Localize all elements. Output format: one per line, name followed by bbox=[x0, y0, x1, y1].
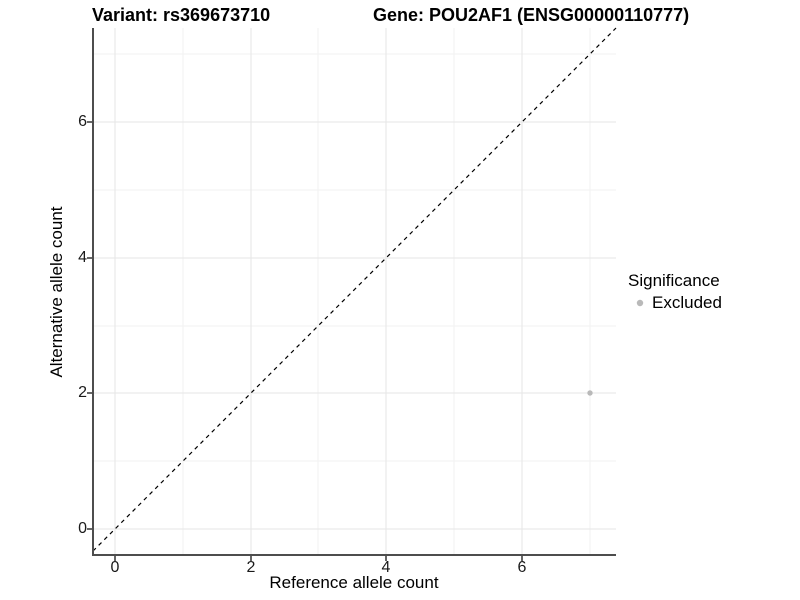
y-tick-label-6: 6 bbox=[78, 113, 87, 130]
grid-minor bbox=[93, 28, 616, 555]
x-tick-label-2: 2 bbox=[246, 559, 256, 576]
axis-ticks bbox=[87, 121, 523, 561]
identity-line bbox=[92, 27, 617, 552]
x-tick-label-0: 0 bbox=[110, 559, 120, 576]
y-axis-title: Alternative allele count bbox=[47, 206, 66, 378]
y-tick-label-4: 4 bbox=[78, 249, 87, 266]
grid-major bbox=[93, 28, 616, 555]
y-tick-label-2: 2 bbox=[78, 384, 87, 401]
legend-key-dot-icon bbox=[628, 294, 652, 312]
x-tick-label-4: 4 bbox=[381, 559, 391, 576]
gene-title: Gene: POU2AF1 (ENSG00000110777) bbox=[373, 5, 690, 25]
variant-title: Variant: rs369673710 bbox=[92, 5, 271, 25]
legend-item-label: Excluded bbox=[652, 293, 722, 312]
x-axis-title: Reference allele count bbox=[269, 573, 439, 592]
plot-panel bbox=[87, 27, 617, 561]
legend-item-excluded: Excluded bbox=[628, 293, 722, 313]
y-tick-label-0: 0 bbox=[78, 520, 87, 537]
x-tick-label-6: 6 bbox=[517, 559, 527, 576]
data-point-excluded bbox=[587, 390, 593, 396]
legend: Significance Excluded bbox=[628, 271, 722, 313]
legend-title: Significance bbox=[628, 271, 720, 290]
